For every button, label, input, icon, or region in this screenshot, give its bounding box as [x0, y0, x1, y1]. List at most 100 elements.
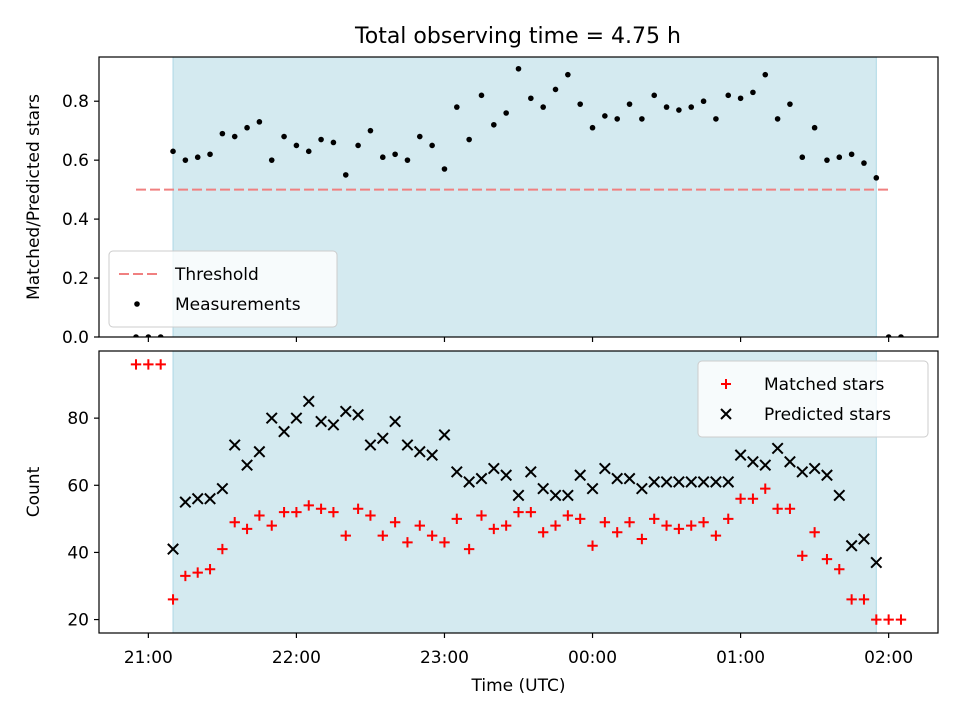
predicted-point: [413, 445, 426, 458]
measurement-point: [873, 175, 880, 181]
predicted-point: [672, 476, 685, 488]
matched-point: [488, 523, 500, 535]
matched-point: [809, 527, 820, 538]
predicted-point: [315, 415, 327, 428]
matched-point: [599, 517, 611, 528]
matched-point: [649, 513, 660, 525]
predicted-point: [574, 469, 587, 482]
measurement-point: [885, 334, 892, 337]
y-tick-label: 0.4: [62, 210, 89, 230]
predicted-point: [759, 459, 772, 472]
matched-point: [550, 520, 561, 531]
y-tick-label: 20: [67, 611, 89, 631]
predicted-point: [586, 482, 599, 495]
predicted-point: [537, 482, 550, 495]
x-tick-label: 01:00: [716, 648, 765, 668]
matched-point: [587, 540, 598, 551]
predicted-point: [253, 445, 266, 458]
matched-point: [686, 520, 697, 531]
matched-point: [723, 513, 734, 525]
matched-point: [797, 550, 808, 561]
matched-point: [871, 614, 882, 625]
measurement-point: [577, 101, 583, 107]
measurement-point: [898, 334, 904, 337]
measurement-point: [429, 142, 435, 149]
predicted-point: [734, 449, 747, 461]
predicted-point: [697, 476, 710, 488]
predicted-point: [389, 415, 402, 428]
measurement-point: [528, 95, 534, 102]
predicted-point: [463, 476, 476, 488]
matched-point: [377, 530, 388, 541]
measurement-point: [540, 104, 546, 110]
y-tick-label: 0.8: [62, 92, 89, 112]
predicted-point: [821, 469, 833, 482]
matched-point: [291, 506, 302, 518]
matched-point: [821, 553, 833, 565]
matched-point: [439, 537, 450, 548]
measurement-point: [157, 334, 164, 337]
predicted-point: [710, 476, 722, 488]
measurement-point: [231, 133, 238, 140]
legend-label: Measurements: [175, 295, 301, 315]
predicted-point: [426, 449, 439, 461]
predicted-point: [327, 418, 340, 431]
measurement-point: [602, 113, 608, 119]
predicted-point: [487, 462, 500, 475]
predicted-point: [339, 405, 352, 418]
measurement-point: [491, 121, 497, 128]
measurement-point: [836, 154, 843, 161]
matched-point: [143, 359, 154, 370]
predicted-point: [747, 455, 759, 468]
predicted-point: [475, 472, 488, 485]
measurement-point: [700, 98, 707, 105]
predicted-point: [302, 395, 315, 408]
measurement-point: [663, 104, 670, 110]
predicted-point: [450, 465, 463, 478]
measurement-point: [281, 133, 287, 140]
measurement-point: [133, 334, 139, 337]
plot-area: [130, 359, 907, 625]
matched-point: [426, 530, 438, 541]
measurement-point: [515, 65, 522, 72]
measurement-point: [293, 142, 300, 149]
matched-point: [476, 510, 487, 521]
predicted-point: [870, 556, 883, 569]
matched-point: [130, 359, 142, 370]
predicted-point: [500, 469, 513, 482]
matched-point: [772, 503, 783, 514]
measurement-point: [194, 154, 201, 161]
predicted-point: [648, 476, 661, 488]
y-axis-label: Matched/Predicted stars: [24, 94, 44, 300]
measurement-point: [750, 89, 756, 96]
chart-title: Total observing time = 4.75 h: [354, 24, 681, 49]
predicted-point: [512, 489, 525, 502]
measurement-point: [614, 116, 621, 122]
matched-point: [612, 527, 623, 538]
predicted-point: [401, 439, 414, 451]
measurement-point: [355, 142, 361, 149]
legend-label: Matched stars: [764, 375, 884, 395]
legend-predicted-marker: [720, 408, 732, 420]
axes-frame: [98, 350, 939, 634]
matched-point: [834, 564, 845, 575]
measurement-point: [725, 92, 732, 99]
measurement-point: [626, 101, 633, 107]
matched-point: [315, 503, 327, 514]
measurement-point: [330, 139, 337, 146]
measurement-point: [416, 133, 423, 140]
measurement-point: [762, 71, 769, 78]
predicted-point: [796, 465, 809, 478]
y-tick-label: 0.0: [62, 328, 89, 348]
predicted-point: [858, 533, 870, 545]
series-dot: [133, 65, 904, 337]
matched-point: [229, 517, 240, 528]
matched-point: [883, 614, 894, 625]
ratio-panel: 0.0 0.2 0.4 0.6 0.8 Matched/Predicted stars Th…: [24, 56, 939, 348]
predicted-point: [845, 539, 858, 552]
measurement-point: [651, 92, 658, 99]
predicted-point: [191, 492, 204, 505]
predicted-point: [278, 425, 290, 438]
matched-point: [192, 567, 203, 578]
